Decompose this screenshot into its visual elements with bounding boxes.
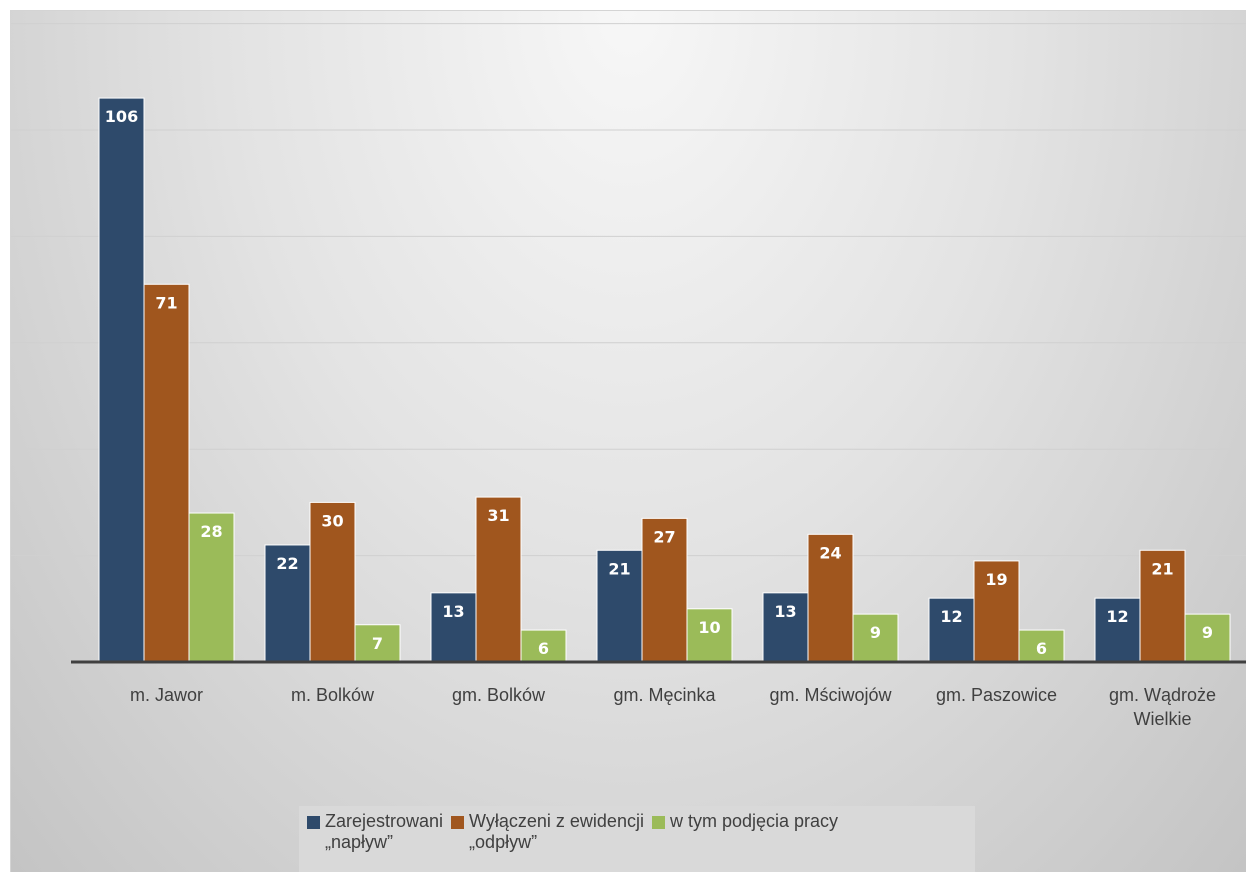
bar bbox=[1139, 549, 1186, 663]
data-label: 9 bbox=[870, 623, 881, 642]
legend: Zarejestrowani „napływ” Wyłączeni z ewide… bbox=[299, 806, 975, 872]
data-label: 19 bbox=[985, 570, 1007, 589]
legend-swatch bbox=[651, 816, 665, 829]
data-label: 9 bbox=[1202, 623, 1213, 642]
data-label: 12 bbox=[1106, 607, 1128, 626]
category-label: gm. Mściwojów bbox=[769, 685, 892, 705]
bar bbox=[1018, 629, 1065, 663]
category-label: gm. Wądroże Wielkie bbox=[1109, 685, 1216, 729]
bar bbox=[98, 97, 145, 663]
bar bbox=[852, 613, 899, 663]
legend-label: Wyłączeni z ewidencji „odpływ” bbox=[469, 811, 644, 852]
data-label: 27 bbox=[653, 527, 675, 546]
category-label: gm. Paszowice bbox=[936, 685, 1057, 705]
bar bbox=[928, 597, 975, 663]
bar bbox=[430, 592, 477, 663]
category-label: gm. Męcinka bbox=[613, 685, 716, 705]
data-label: 22 bbox=[276, 554, 298, 573]
legend-item: Zarejestrowani „napływ” bbox=[307, 811, 443, 853]
data-label: 6 bbox=[1036, 639, 1047, 658]
legend-swatch bbox=[307, 816, 320, 829]
category-label: m. Jawor bbox=[130, 685, 203, 705]
bar bbox=[1094, 597, 1141, 663]
bar bbox=[143, 283, 190, 663]
category-labels: m. Jawor m. Bolków gm. Bolków gm. Męcinka gm… bbox=[130, 685, 1216, 729]
legend-item: Wyłączeni z ewidencji „odpływ” bbox=[451, 811, 644, 853]
data-label: 28 bbox=[200, 522, 222, 541]
legend-label: Zarejestrowani „napływ” bbox=[325, 811, 444, 852]
bar bbox=[686, 608, 733, 663]
data-label: 10 bbox=[698, 618, 720, 637]
data-label: 21 bbox=[1151, 559, 1173, 578]
data-label: 12 bbox=[940, 607, 962, 626]
data-label: 13 bbox=[774, 602, 796, 621]
gridlines bbox=[11, 23, 1246, 557]
bar bbox=[762, 592, 809, 663]
data-label: 30 bbox=[321, 511, 343, 530]
data-label: 13 bbox=[442, 602, 464, 621]
bar bbox=[1184, 613, 1231, 663]
data-label: 24 bbox=[819, 543, 841, 562]
data-label: 6 bbox=[538, 639, 549, 658]
bar bbox=[807, 533, 854, 663]
data-label: 71 bbox=[155, 293, 177, 312]
data-label: 106 bbox=[105, 107, 138, 126]
category-label: m. Bolków bbox=[291, 685, 375, 705]
data-label: 7 bbox=[372, 634, 383, 653]
bar bbox=[520, 629, 567, 663]
data-label: 21 bbox=[608, 559, 630, 578]
legend-label: w tym podjęcia pracy bbox=[669, 811, 839, 831]
category-label: gm. Bolków bbox=[452, 685, 546, 705]
bar bbox=[475, 496, 522, 663]
bar-chart: 106 71 28 22 30 7 13 31 6 21 27 10 13 24 9 12 19 6 12 21 9 m… bbox=[11, 23, 1246, 729]
bar bbox=[973, 560, 1020, 663]
legend-item: w tym podjęcia pracy bbox=[651, 811, 839, 832]
chart-area: 106 71 28 22 30 7 13 31 6 21 27 10 13 24 9 12 19 6 12 21 9 m… bbox=[10, 10, 1246, 872]
bar bbox=[309, 501, 356, 663]
data-label: 31 bbox=[487, 506, 509, 525]
bar bbox=[596, 549, 643, 663]
bars: 106 71 28 22 30 7 13 31 6 21 27 10 13 24 9 12 19 6 12 21 9 bbox=[98, 97, 1231, 663]
legend-swatch bbox=[451, 816, 465, 829]
